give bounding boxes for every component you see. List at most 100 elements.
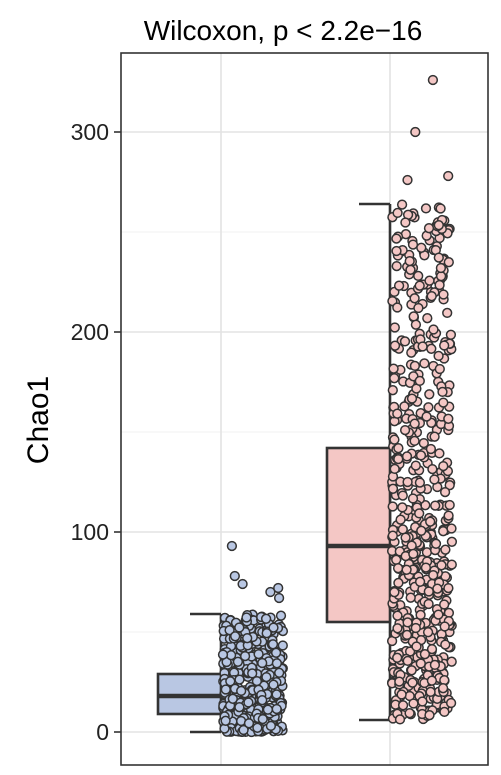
data-point bbox=[428, 569, 439, 581]
data-point bbox=[275, 610, 287, 621]
data-point bbox=[399, 424, 411, 436]
data-point bbox=[242, 633, 253, 644]
data-point bbox=[420, 203, 432, 214]
data-point bbox=[397, 700, 409, 711]
data-point bbox=[392, 563, 404, 574]
data-point bbox=[393, 453, 404, 465]
data-point bbox=[419, 649, 431, 660]
data-point bbox=[261, 671, 272, 683]
data-point bbox=[391, 260, 402, 272]
data-point bbox=[243, 697, 254, 708]
data-point bbox=[387, 530, 398, 541]
data-point bbox=[401, 564, 412, 575]
data-point bbox=[401, 451, 413, 462]
data-point bbox=[426, 675, 438, 686]
data-point bbox=[220, 715, 231, 726]
data-point bbox=[444, 480, 455, 491]
box-group-2 bbox=[325, 202, 392, 722]
data-point bbox=[446, 536, 458, 547]
data-point bbox=[410, 622, 421, 634]
data-point bbox=[434, 448, 445, 459]
data-point bbox=[443, 582, 454, 594]
data-point bbox=[237, 578, 248, 590]
data-point bbox=[406, 393, 418, 404]
data-point bbox=[408, 548, 419, 560]
data-point bbox=[418, 437, 429, 449]
data-point bbox=[425, 686, 436, 698]
data-point bbox=[224, 625, 235, 636]
data-point bbox=[268, 622, 279, 633]
data-point bbox=[407, 239, 419, 250]
data-point bbox=[414, 280, 425, 291]
data-point bbox=[424, 710, 435, 721]
data-point bbox=[427, 74, 439, 86]
y-tick-label: 0 bbox=[96, 719, 109, 745]
data-point bbox=[415, 658, 426, 669]
data-point bbox=[443, 510, 454, 521]
data-point bbox=[419, 358, 430, 369]
data-point bbox=[405, 592, 416, 603]
data-point bbox=[443, 413, 454, 424]
data-point bbox=[424, 389, 435, 400]
data-point bbox=[438, 289, 449, 300]
data-point bbox=[234, 702, 245, 713]
data-point bbox=[417, 341, 428, 352]
data-point bbox=[440, 639, 451, 650]
data-point bbox=[433, 350, 444, 362]
data-point bbox=[391, 233, 402, 244]
data-point bbox=[415, 609, 426, 621]
data-point bbox=[271, 658, 283, 669]
data-point bbox=[439, 486, 451, 498]
data-point bbox=[277, 640, 288, 651]
data-point bbox=[425, 443, 437, 455]
data-point bbox=[392, 652, 403, 663]
data-point bbox=[396, 689, 407, 700]
data-point bbox=[399, 401, 410, 412]
data-point bbox=[439, 340, 450, 351]
data-point bbox=[436, 560, 447, 571]
points-group-2 bbox=[386, 74, 458, 725]
data-point bbox=[252, 722, 263, 733]
y-axis: 0 100 200 300 bbox=[71, 119, 121, 745]
data-point bbox=[257, 695, 268, 706]
data-point bbox=[271, 703, 282, 715]
data-point bbox=[442, 307, 453, 319]
data-point bbox=[424, 275, 435, 286]
data-point bbox=[439, 706, 450, 718]
data-point bbox=[396, 199, 408, 210]
data-point bbox=[408, 311, 419, 322]
data-point bbox=[433, 609, 444, 620]
data-point bbox=[226, 540, 238, 552]
data-point bbox=[393, 443, 404, 454]
data-point bbox=[261, 628, 272, 639]
data-point bbox=[409, 435, 420, 447]
data-point bbox=[393, 280, 405, 291]
data-point bbox=[434, 279, 445, 291]
data-point bbox=[420, 562, 432, 573]
data-point bbox=[406, 665, 417, 676]
data-point bbox=[402, 617, 413, 628]
data-point bbox=[394, 714, 406, 725]
data-point bbox=[389, 463, 400, 475]
y-tick-label: 200 bbox=[71, 319, 109, 345]
data-point bbox=[415, 450, 427, 461]
data-point bbox=[421, 547, 433, 558]
data-point bbox=[446, 559, 457, 570]
data-point bbox=[389, 373, 400, 384]
data-point bbox=[437, 683, 449, 694]
data-point bbox=[410, 126, 421, 138]
data-point bbox=[406, 540, 417, 551]
data-point bbox=[402, 174, 413, 186]
data-point bbox=[399, 336, 411, 347]
data-point bbox=[413, 302, 424, 314]
data-point bbox=[446, 656, 457, 667]
data-point bbox=[273, 592, 285, 604]
data-point bbox=[432, 583, 443, 594]
data-point bbox=[423, 586, 434, 597]
data-point bbox=[416, 525, 427, 536]
data-point bbox=[425, 516, 436, 527]
data-point bbox=[430, 538, 442, 549]
data-point bbox=[404, 708, 415, 719]
data-point bbox=[273, 582, 284, 594]
